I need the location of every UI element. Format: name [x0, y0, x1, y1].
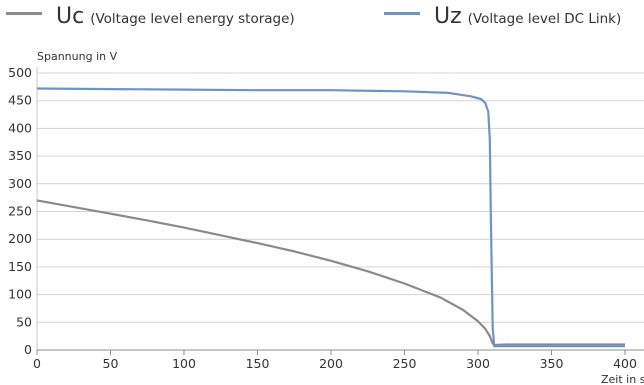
y-tick-label-300: 300: [8, 176, 32, 191]
y-tick-label-400: 400: [8, 120, 32, 135]
series-lines: [36, 87, 625, 348]
legend-desc-uc: (Voltage level energy storage): [90, 11, 295, 27]
legend-item-uc[interactable]: Uc (Voltage level energy storage): [6, 4, 295, 29]
grid-lines: [37, 72, 644, 323]
y-tick-label-450: 450: [8, 93, 32, 108]
x-tick-label-50: 50: [103, 356, 119, 371]
y-tick-label-250: 250: [8, 204, 32, 219]
axes: [36, 67, 644, 355]
legend-desc-uz: (Voltage level DC Link): [467, 11, 622, 27]
y-tick-label-350: 350: [8, 148, 32, 163]
legend-symbol-uc: Uc: [56, 4, 85, 29]
y-tick-label-50: 50: [16, 314, 32, 329]
y-tick-label-100: 100: [8, 287, 32, 302]
y-tick-label-0: 0: [24, 342, 32, 357]
legend-symbol-uz: Uz: [434, 4, 462, 29]
x-tick-label-400: 400: [613, 356, 637, 371]
x-tick-label-200: 200: [319, 356, 343, 371]
series-line-uz: [36, 87, 625, 348]
x-tick-label-350: 350: [540, 356, 564, 371]
legend-line-uc: [6, 12, 42, 15]
y-tick-label-150: 150: [8, 259, 32, 274]
x-tick-label-0: 0: [33, 356, 41, 371]
chart-legend: Uc (Voltage level energy storage) Uz (Vo…: [0, 0, 644, 40]
x-tick-label-150: 150: [246, 356, 270, 371]
x-axis-title: Zeit in s: [601, 373, 644, 385]
y-axis-title: Spannung in V: [37, 50, 118, 63]
legend-line-uz: [384, 12, 420, 15]
x-tick-label-100: 100: [172, 356, 196, 371]
tick-labels: 0 50 100 150 200 250 300 350 400 450 500 0 50 100 150 2…: [8, 65, 637, 371]
x-tick-label-250: 250: [393, 356, 417, 371]
y-tick-label-500: 500: [8, 65, 32, 80]
y-tick-label-200: 200: [8, 231, 32, 246]
legend-item-uz[interactable]: Uz (Voltage level DC Link): [384, 4, 621, 29]
series-line-uc: [36, 199, 625, 347]
x-tick-label-300: 300: [466, 356, 490, 371]
